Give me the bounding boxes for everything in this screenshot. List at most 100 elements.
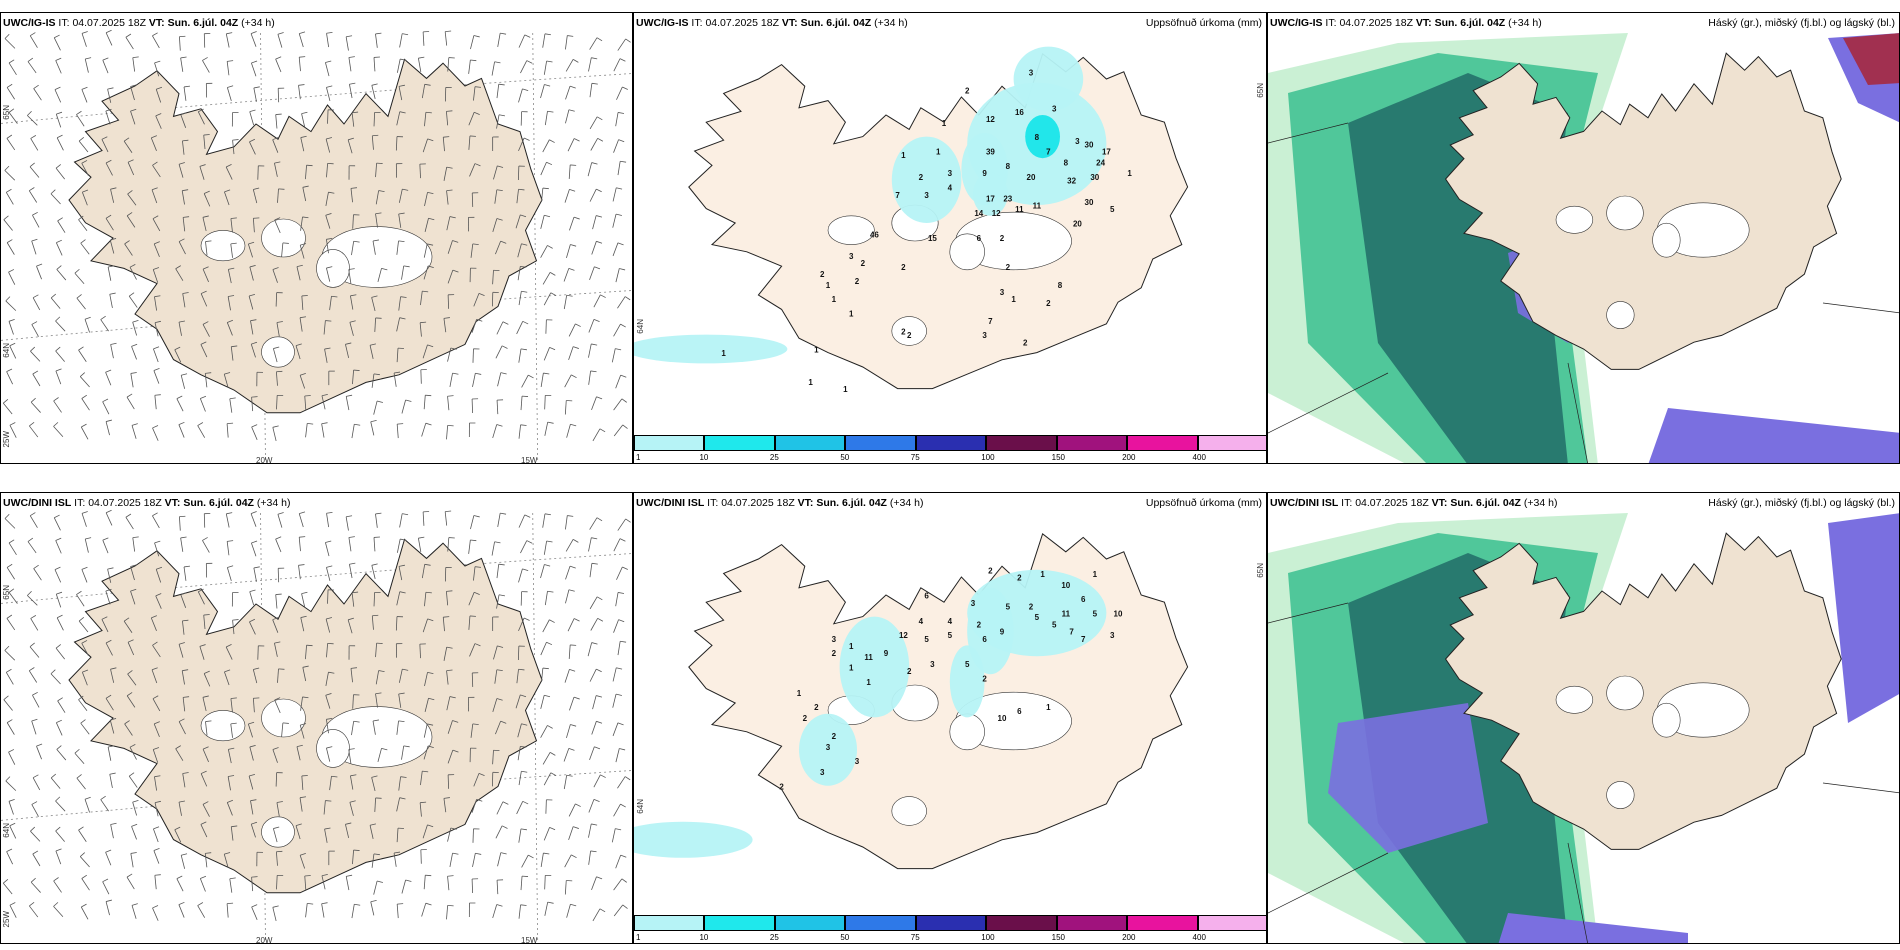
glacier-outline bbox=[200, 230, 246, 262]
wind-barb bbox=[347, 139, 353, 154]
wind-barb-feather bbox=[108, 745, 115, 748]
wind-barb bbox=[30, 830, 41, 842]
wind-barb bbox=[544, 111, 548, 126]
wind-barb-feather bbox=[618, 619, 625, 623]
wind-barb bbox=[6, 138, 16, 151]
wind-barb-feather bbox=[372, 239, 379, 242]
wind-barb bbox=[396, 317, 401, 332]
wind-barb bbox=[612, 694, 617, 708]
wind-barb bbox=[27, 541, 37, 554]
wind-barb bbox=[125, 517, 134, 530]
wind-barb-feather bbox=[328, 671, 335, 674]
wind-barb-feather bbox=[299, 31, 306, 34]
wind-barb bbox=[494, 669, 498, 684]
wind-barb bbox=[105, 218, 114, 231]
wind-barb-feather bbox=[518, 188, 525, 191]
wind-barb bbox=[53, 426, 64, 438]
wind-barb bbox=[8, 62, 17, 76]
wind-barb-feather bbox=[29, 162, 35, 168]
wind-barb-feather bbox=[182, 292, 189, 294]
wind-barb bbox=[613, 619, 619, 633]
wind-barb-feather bbox=[619, 748, 626, 751]
wind-barb bbox=[492, 750, 494, 765]
glacier-outline bbox=[949, 713, 985, 751]
precip-amount-label: 17 bbox=[1102, 148, 1111, 157]
wind-barb-feather bbox=[425, 422, 432, 426]
wind-barb bbox=[56, 269, 67, 281]
panel-title-right: Háský (gr.), miðský (fj.bl.) og lágský (… bbox=[1708, 497, 1895, 509]
precip-amount-label: 3 bbox=[820, 768, 825, 777]
domain-boundary bbox=[1268, 602, 1349, 624]
wind-barb bbox=[252, 218, 255, 233]
wind-barb bbox=[371, 777, 376, 792]
wind-barb-feather bbox=[543, 372, 550, 375]
colorbar-swatch bbox=[1127, 435, 1198, 451]
wind-barb-feather bbox=[325, 213, 332, 216]
wind-barb bbox=[30, 138, 39, 151]
precip-amount-label: 2 bbox=[779, 782, 784, 791]
wind-barb-feather bbox=[400, 538, 407, 541]
wind-barb bbox=[27, 115, 38, 126]
wind-barb-feather bbox=[544, 33, 551, 36]
wind-barb-feather bbox=[85, 57, 92, 60]
wind-barb-feather bbox=[498, 83, 505, 86]
wind-barb bbox=[540, 245, 548, 258]
wind-barb-feather bbox=[494, 61, 501, 64]
wind-barb-feather bbox=[53, 877, 59, 882]
wind-barb-feather bbox=[183, 565, 191, 568]
wind-barb bbox=[587, 162, 593, 177]
wind-barb bbox=[53, 880, 62, 893]
wind-barb bbox=[565, 109, 570, 124]
wind-barb bbox=[613, 323, 621, 337]
wind-barb-feather bbox=[230, 722, 237, 725]
wind-barb-feather bbox=[371, 83, 378, 86]
precip-area bbox=[1013, 46, 1084, 112]
wind-barb bbox=[81, 513, 87, 527]
wind-barb bbox=[468, 112, 475, 126]
wind-barb-feather bbox=[620, 854, 627, 858]
wind-barb-feather bbox=[205, 372, 212, 374]
panel-header: UWC/IG-IS IT: 04.07.2025 18Z VT: Sun. 6.… bbox=[3, 17, 275, 29]
wind-barb bbox=[199, 166, 205, 180]
wind-barb-feather bbox=[425, 591, 432, 594]
wind-barb bbox=[178, 164, 184, 178]
wind-barb bbox=[76, 114, 85, 127]
wind-barb bbox=[590, 618, 599, 631]
wind-barb-feather bbox=[227, 540, 234, 542]
wind-barb-feather bbox=[424, 83, 431, 86]
precip-amount-label: 1 bbox=[721, 349, 726, 358]
wind-barb bbox=[29, 646, 40, 658]
wind-barb-feather bbox=[369, 343, 376, 346]
wind-barb bbox=[8, 321, 14, 335]
wind-barb-feather bbox=[275, 536, 282, 540]
lat-label-bottom: 64N bbox=[2, 823, 11, 838]
wind-barb-feather bbox=[129, 744, 136, 748]
wind-barb bbox=[105, 162, 113, 176]
wind-barb bbox=[128, 775, 138, 788]
wind-barb-feather bbox=[250, 31, 257, 34]
wind-barb-feather bbox=[425, 111, 432, 114]
wind-barb-feather bbox=[102, 398, 109, 403]
wind-barb bbox=[55, 370, 62, 385]
wind-barb bbox=[273, 348, 278, 363]
wind-barb bbox=[371, 853, 375, 868]
wind-barb-feather bbox=[476, 318, 483, 322]
wind-barb bbox=[375, 33, 378, 48]
wind-barb bbox=[518, 424, 521, 439]
wind-barb-feather bbox=[325, 60, 332, 63]
wind-barb bbox=[447, 537, 450, 552]
wind-barb bbox=[348, 749, 352, 764]
wind-barb-feather bbox=[30, 32, 36, 37]
panel-header: UWC/DINI ISL IT: 04.07.2025 18Z VT: Sun.… bbox=[1270, 497, 1558, 509]
wind-barb bbox=[226, 423, 229, 438]
wind-barb-feather bbox=[345, 822, 352, 825]
colorbar-tick-label: 150 bbox=[1051, 933, 1066, 942]
wind-barb bbox=[176, 398, 184, 412]
wind-barb-feather bbox=[130, 372, 137, 374]
wind-barb bbox=[321, 423, 325, 438]
wind-barb-feather bbox=[547, 421, 554, 424]
panel-wind-igis: UWC/IG-IS IT: 04.07.2025 18Z VT: Sun. 6.… bbox=[0, 12, 633, 464]
wind-barb-feather bbox=[526, 540, 533, 544]
wind-barb-feather bbox=[126, 393, 133, 398]
wind-barb bbox=[470, 35, 475, 50]
